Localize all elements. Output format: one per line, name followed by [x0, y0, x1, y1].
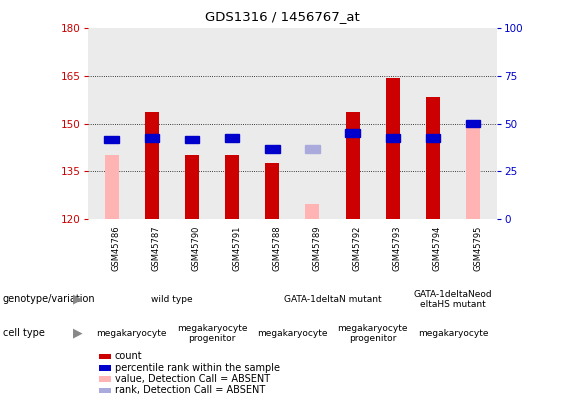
Bar	[265, 145, 280, 153]
Bar	[105, 136, 119, 143]
Bar	[466, 124, 480, 219]
Text: count: count	[115, 352, 142, 361]
Bar	[386, 77, 400, 219]
Bar	[105, 155, 119, 219]
Text: GSM45791: GSM45791	[232, 226, 241, 271]
Bar	[185, 136, 199, 143]
Text: GSM45793: GSM45793	[393, 226, 402, 271]
Text: GSM45795: GSM45795	[473, 226, 482, 271]
Text: megakaryocyte: megakaryocyte	[418, 329, 488, 338]
Bar	[306, 205, 319, 219]
Text: megakaryocyte: megakaryocyte	[97, 329, 167, 338]
Text: ▶: ▶	[73, 293, 83, 306]
Text: rank, Detection Call = ABSENT: rank, Detection Call = ABSENT	[115, 386, 265, 395]
Text: GDS1316 / 1456767_at: GDS1316 / 1456767_at	[205, 10, 360, 23]
Text: genotype/variation: genotype/variation	[3, 294, 95, 304]
Bar	[225, 134, 240, 142]
Text: wild type: wild type	[151, 295, 193, 304]
Bar	[345, 129, 360, 137]
Text: GATA-1deltaNeod
eltaHS mutant: GATA-1deltaNeod eltaHS mutant	[414, 290, 492, 309]
Text: GSM45788: GSM45788	[272, 226, 281, 271]
Text: GSM45786: GSM45786	[112, 226, 121, 271]
Text: percentile rank within the sample: percentile rank within the sample	[115, 363, 280, 373]
Text: ▶: ▶	[73, 327, 83, 340]
Text: GSM45792: GSM45792	[353, 226, 362, 271]
Bar	[266, 163, 279, 219]
Bar	[385, 134, 400, 142]
Text: GSM45787: GSM45787	[152, 226, 161, 271]
Bar	[346, 113, 360, 219]
Bar	[225, 155, 239, 219]
Text: megakaryocyte: megakaryocyte	[257, 329, 328, 338]
Bar	[305, 145, 320, 153]
Bar	[425, 134, 440, 142]
Bar	[145, 134, 159, 142]
Bar	[185, 155, 199, 219]
Text: GSM45790: GSM45790	[192, 226, 201, 271]
Text: megakaryocyte
progenitor: megakaryocyte progenitor	[177, 324, 247, 343]
Bar	[145, 113, 159, 219]
Text: GSM45789: GSM45789	[312, 226, 321, 271]
Text: cell type: cell type	[3, 328, 45, 338]
Text: GSM45794: GSM45794	[433, 226, 442, 271]
Bar	[466, 120, 480, 127]
Text: GATA-1deltaN mutant: GATA-1deltaN mutant	[284, 295, 381, 304]
Bar	[426, 96, 440, 219]
Text: value, Detection Call = ABSENT: value, Detection Call = ABSENT	[115, 374, 270, 384]
Text: megakaryocyte
progenitor: megakaryocyte progenitor	[337, 324, 408, 343]
